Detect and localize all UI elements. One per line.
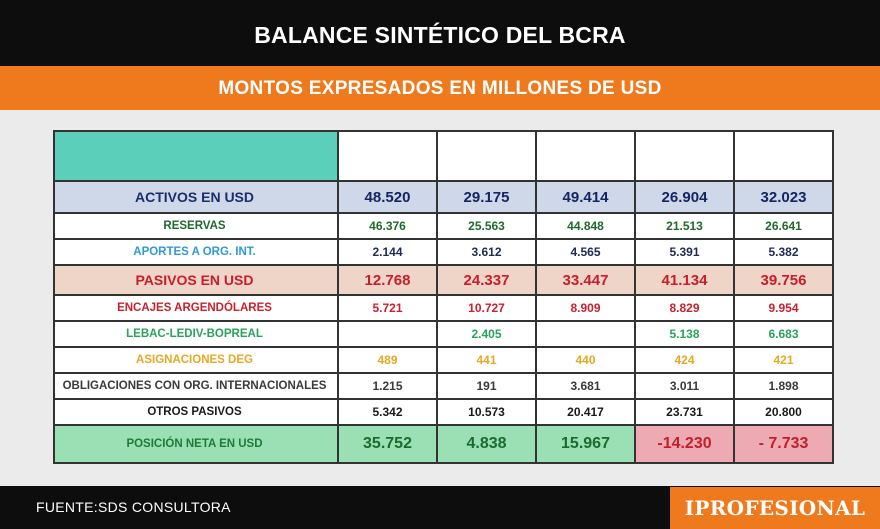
source-credit: FUENTE:SDS CONSULTORA <box>36 499 231 515</box>
column-header: 30/11/2023 <box>636 132 733 180</box>
row-label: POSICIÓN NETA EN USD <box>55 426 337 462</box>
table-row-obligaciones: OBLIGACIONES CON ORG. INTERNACIONALES 1.… <box>55 374 832 398</box>
table-row-deg: ASIGNACIONES DEG 489 441 440 424 421 <box>55 348 832 372</box>
table-cell: 6.683 <box>735 322 832 346</box>
table-cell: 440 <box>537 348 634 372</box>
table-cell-negative: -14.230 <box>636 426 733 462</box>
table-cell: 12.768 <box>339 266 436 294</box>
row-label: RESERVAS <box>55 214 337 238</box>
table-cell: 35.752 <box>339 426 436 462</box>
table-cell: 44.848 <box>537 214 634 238</box>
table-cell: 5.721 <box>339 296 436 320</box>
column-header: 01/12/2015 <box>438 132 535 180</box>
table-cell: 4.838 <box>438 426 535 462</box>
table-cell: 489 <box>339 348 436 372</box>
table-cell: 4.565 <box>537 240 634 264</box>
header-corner-cell <box>55 132 337 180</box>
column-header: 15/02/2024 <box>735 132 832 180</box>
brand-logo: IPROFESIONAL <box>670 487 880 529</box>
column-header: 31/12/2019 <box>537 132 634 180</box>
table-cell: 20.800 <box>735 400 832 424</box>
row-label: PASIVOS EN USD <box>55 266 337 294</box>
table-cell: 32.023 <box>735 182 832 212</box>
table-cell: 26.641 <box>735 214 832 238</box>
table-cell: 10.727 <box>438 296 535 320</box>
table-cell: 20.417 <box>537 400 634 424</box>
table-cell: 1.898 <box>735 374 832 398</box>
table-cell: 46.376 <box>339 214 436 238</box>
balance-table: 31/12/2011 01/12/2015 31/12/2019 30/11/2… <box>53 130 834 464</box>
table-cell: 191 <box>438 374 535 398</box>
table-row-posicion-neta: POSICIÓN NETA EN USD 35.752 4.838 15.967… <box>55 426 832 462</box>
table-cell: 441 <box>438 348 535 372</box>
table-cell: 3.011 <box>636 374 733 398</box>
table-row-encajes: ENCAJES ARGENDÓLARES 5.721 10.727 8.909 … <box>55 296 832 320</box>
table-row-reservas: RESERVAS 46.376 25.563 44.848 21.513 26.… <box>55 214 832 238</box>
table-row-pasivos: PASIVOS EN USD 12.768 24.337 33.447 41.1… <box>55 266 832 294</box>
row-label: OBLIGACIONES CON ORG. INTERNACIONALES <box>55 374 337 398</box>
table-cell: 5.391 <box>636 240 733 264</box>
table-cell: 3.612 <box>438 240 535 264</box>
table-cell: 8.909 <box>537 296 634 320</box>
table-cell: 26.904 <box>636 182 733 212</box>
table-cell: 5.382 <box>735 240 832 264</box>
row-label: APORTES A ORG. INT. <box>55 240 337 264</box>
table-cell: 33.447 <box>537 266 634 294</box>
table-cell-negative: - 7.733 <box>735 426 832 462</box>
table-cell: 39.756 <box>735 266 832 294</box>
table-cell: 1.215 <box>339 374 436 398</box>
table-cell: 48.520 <box>339 182 436 212</box>
table-cell: 8.829 <box>636 296 733 320</box>
table-cell: 10.573 <box>438 400 535 424</box>
table-cell: 5.342 <box>339 400 436 424</box>
table-cell: 9.954 <box>735 296 832 320</box>
table-cell: 24.337 <box>438 266 535 294</box>
column-header: 31/12/2011 <box>339 132 436 180</box>
table-cell: 421 <box>735 348 832 372</box>
table-cell: 41.134 <box>636 266 733 294</box>
table-row-lebac: LEBAC-LEDIV-BOPREAL 2.405 5.138 6.683 <box>55 322 832 346</box>
table-cell: 25.563 <box>438 214 535 238</box>
row-label: LEBAC-LEDIV-BOPREAL <box>55 322 337 346</box>
table-cell: 5.138 <box>636 322 733 346</box>
table-cell: 424 <box>636 348 733 372</box>
table-cell <box>537 322 634 346</box>
table-cell <box>339 322 436 346</box>
table-cell: 3.681 <box>537 374 634 398</box>
table-cell: 23.731 <box>636 400 733 424</box>
table-cell: 29.175 <box>438 182 535 212</box>
table-header-row: 31/12/2011 01/12/2015 31/12/2019 30/11/2… <box>55 132 832 180</box>
row-label: ACTIVOS EN USD <box>55 182 337 212</box>
subtitle-banner: MONTOS EXPRESADOS EN MILLONES DE USD <box>0 66 880 110</box>
table-cell: 15.967 <box>537 426 634 462</box>
table-row-aportes: APORTES A ORG. INT. 2.144 3.612 4.565 5.… <box>55 240 832 264</box>
row-label: OTROS PASIVOS <box>55 400 337 424</box>
row-label: ENCAJES ARGENDÓLARES <box>55 296 337 320</box>
table-cell: 21.513 <box>636 214 733 238</box>
table-cell: 49.414 <box>537 182 634 212</box>
table-cell: 2.405 <box>438 322 535 346</box>
table-row-otros: OTROS PASIVOS 5.342 10.573 20.417 23.731… <box>55 400 832 424</box>
table-row-activos: ACTIVOS EN USD 48.520 29.175 49.414 26.9… <box>55 182 832 212</box>
row-label: ASIGNACIONES DEG <box>55 348 337 372</box>
table-cell: 2.144 <box>339 240 436 264</box>
main-title: BALANCE SINTÉTICO DEL BCRA <box>0 0 880 66</box>
